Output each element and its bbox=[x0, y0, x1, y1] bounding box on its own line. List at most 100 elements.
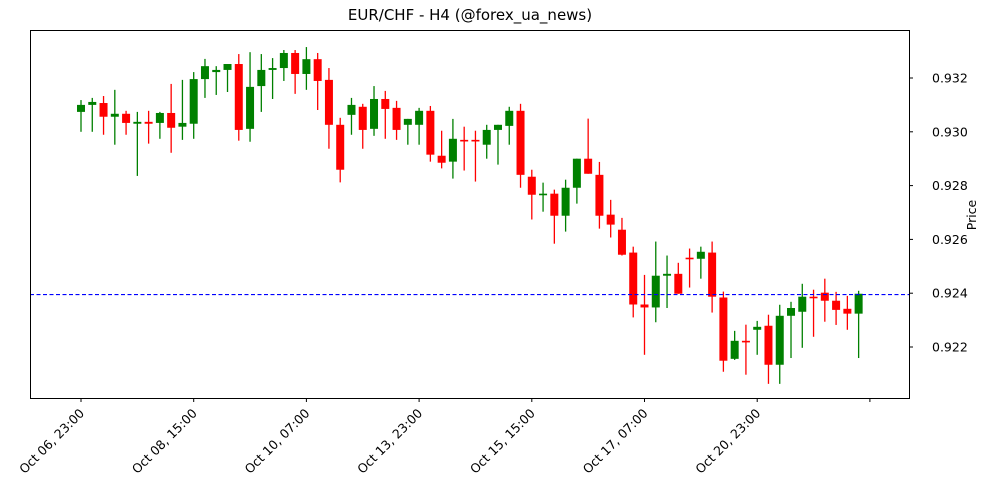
candle-body bbox=[437, 155, 446, 163]
candles-group bbox=[77, 47, 863, 384]
y-tick-label: 0.926 bbox=[932, 232, 968, 247]
candle-body bbox=[482, 129, 491, 145]
candle-body bbox=[448, 138, 457, 162]
candle-body bbox=[764, 325, 773, 365]
candle-body bbox=[854, 293, 863, 314]
y-tick-label: 0.932 bbox=[932, 71, 968, 86]
candle-body bbox=[651, 275, 660, 308]
candle-body bbox=[223, 64, 232, 70]
candle-up bbox=[854, 290, 863, 359]
candle-body bbox=[787, 307, 796, 316]
candle-body bbox=[358, 106, 367, 130]
candle-body bbox=[403, 118, 412, 125]
candle-up bbox=[403, 118, 412, 145]
candle-body bbox=[798, 296, 807, 312]
candle-body bbox=[708, 252, 717, 297]
candle-up bbox=[257, 54, 266, 112]
candle-up bbox=[189, 72, 198, 139]
candle-body bbox=[730, 340, 739, 359]
x-tick-label: Oct 20, 23:00 bbox=[692, 405, 763, 476]
candle-up bbox=[77, 100, 85, 132]
candle-body bbox=[832, 300, 841, 310]
candle-up bbox=[370, 86, 379, 136]
candle-up bbox=[753, 320, 762, 355]
candle-down bbox=[291, 50, 300, 94]
candle-body bbox=[741, 340, 750, 343]
candle-up bbox=[133, 111, 142, 176]
candle-body bbox=[809, 296, 818, 299]
candle-up bbox=[155, 111, 164, 139]
candle-body bbox=[381, 98, 390, 109]
candle-body bbox=[77, 104, 85, 112]
candle-body bbox=[324, 79, 333, 125]
candle-body bbox=[674, 273, 683, 294]
candle-down bbox=[764, 314, 773, 384]
candle-down bbox=[708, 241, 717, 313]
candle-body bbox=[426, 110, 435, 155]
candle-down bbox=[820, 278, 829, 322]
candle-up bbox=[279, 50, 288, 81]
candle-up bbox=[200, 58, 209, 98]
candle-body bbox=[302, 59, 311, 74]
candle-body bbox=[178, 122, 187, 127]
x-tick-label: Oct 17, 07:00 bbox=[580, 405, 651, 476]
candle-up bbox=[246, 52, 255, 142]
candle-down bbox=[426, 105, 435, 162]
candle-down bbox=[516, 103, 525, 188]
candle-up bbox=[696, 246, 705, 279]
candle-up bbox=[539, 182, 548, 212]
candle-body bbox=[291, 52, 300, 74]
candle-down bbox=[685, 248, 694, 288]
x-tick-label: Oct 06, 23:00 bbox=[16, 405, 87, 476]
candle-up bbox=[787, 301, 796, 359]
candle-down bbox=[629, 246, 638, 318]
candle-down bbox=[719, 291, 728, 372]
candle-down bbox=[595, 161, 604, 229]
candle-up bbox=[493, 124, 502, 165]
candle-up bbox=[415, 107, 424, 145]
candle-body bbox=[527, 176, 536, 195]
candle-body bbox=[257, 69, 266, 87]
candle-body bbox=[234, 64, 243, 130]
candle-body bbox=[189, 79, 198, 124]
candle-body bbox=[775, 315, 784, 365]
candle-down bbox=[336, 117, 345, 183]
candle-up bbox=[730, 330, 739, 360]
candle-body bbox=[719, 297, 728, 361]
candle-body bbox=[336, 124, 345, 170]
candle-body bbox=[471, 139, 480, 142]
candle-down bbox=[527, 169, 536, 220]
candle-up bbox=[223, 64, 232, 92]
candle-up bbox=[561, 179, 570, 232]
y-axis-title: Price bbox=[964, 199, 979, 230]
candle-body bbox=[595, 174, 604, 216]
candle-up bbox=[663, 255, 672, 308]
candle-body bbox=[279, 52, 288, 69]
candle-down bbox=[144, 110, 153, 144]
candle-down bbox=[809, 289, 818, 337]
candle-down bbox=[437, 130, 446, 169]
candle-down bbox=[358, 103, 367, 149]
candle-body bbox=[415, 110, 424, 125]
chart-title: EUR/CHF - H4 (@forex_ua_news) bbox=[347, 6, 593, 24]
candle-body bbox=[460, 139, 469, 142]
candle-body bbox=[561, 187, 570, 216]
candle-body bbox=[493, 124, 502, 130]
candle-body bbox=[629, 252, 638, 305]
candle-body bbox=[212, 69, 221, 73]
candle-down bbox=[122, 110, 131, 135]
candle-body bbox=[584, 158, 593, 174]
candle-down bbox=[167, 83, 176, 153]
candle-up bbox=[798, 283, 807, 348]
candle-down bbox=[640, 274, 649, 355]
candle-body bbox=[133, 121, 142, 124]
candle-down bbox=[741, 324, 750, 375]
candle-down bbox=[234, 54, 243, 141]
candle-up bbox=[572, 158, 581, 204]
candle-body bbox=[347, 104, 356, 115]
candle-body bbox=[110, 113, 119, 117]
candle-body bbox=[144, 121, 153, 124]
candle-down bbox=[471, 130, 480, 182]
candle-down bbox=[324, 68, 333, 149]
